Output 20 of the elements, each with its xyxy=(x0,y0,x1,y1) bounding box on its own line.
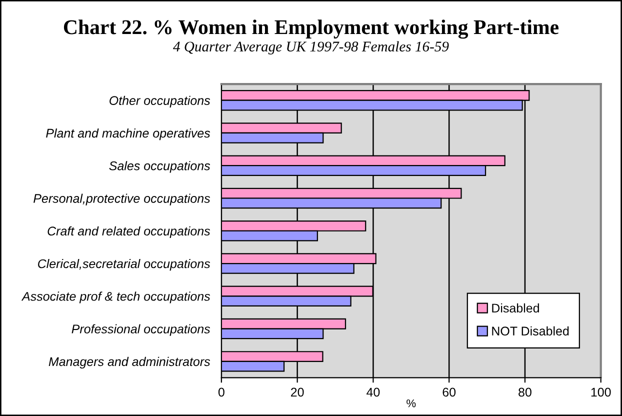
y-tick-label: Plant and machine operatives xyxy=(46,128,210,140)
x-tick-label: 0 xyxy=(218,388,224,397)
y-tick-label: Sales occupations xyxy=(109,161,210,173)
x-axis-title: % xyxy=(406,399,416,408)
y-tick-label: Managers and administrators xyxy=(48,356,210,369)
chart-title: Chart 22. % Women in Employment working Part-time xyxy=(64,20,559,39)
legend-label: NOT Disabled xyxy=(492,326,569,336)
legend-label: Disabled xyxy=(492,303,539,313)
x-tick-label: 80 xyxy=(518,388,532,397)
y-tick-label: Personal,protective occupations xyxy=(34,194,210,206)
chart-subtitle: 4 Quarter Average UK 1997-98 Females 16-59 xyxy=(173,41,449,54)
y-tick-label: Craft and related occupations xyxy=(48,226,210,238)
x-tick-label: 40 xyxy=(366,388,380,397)
x-tick-label: 60 xyxy=(442,388,456,397)
x-tick-label: 20 xyxy=(290,388,304,397)
y-tick-label: Associate prof & tech occupations xyxy=(21,292,210,304)
y-tick-label: Professional occupations xyxy=(72,324,210,336)
y-tick-label: Clerical,secretarial occupations xyxy=(38,258,210,271)
x-tick-label: 100 xyxy=(591,388,611,397)
y-tick-label: Other occupations xyxy=(110,96,210,108)
